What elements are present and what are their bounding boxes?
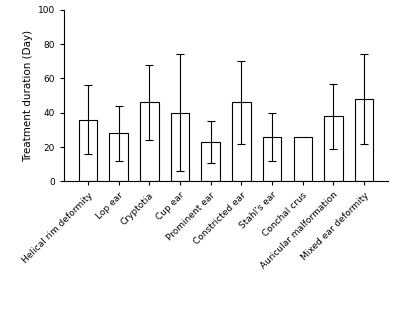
Bar — [110, 133, 128, 181]
Bar — [202, 142, 220, 181]
Bar — [263, 137, 281, 181]
Bar — [140, 102, 158, 181]
Y-axis label: Treatment duration (Day): Treatment duration (Day) — [24, 29, 34, 162]
Bar — [324, 116, 342, 181]
Bar — [294, 137, 312, 181]
Bar — [171, 113, 189, 181]
Bar — [232, 102, 250, 181]
Bar — [79, 120, 97, 181]
Bar — [355, 99, 373, 181]
